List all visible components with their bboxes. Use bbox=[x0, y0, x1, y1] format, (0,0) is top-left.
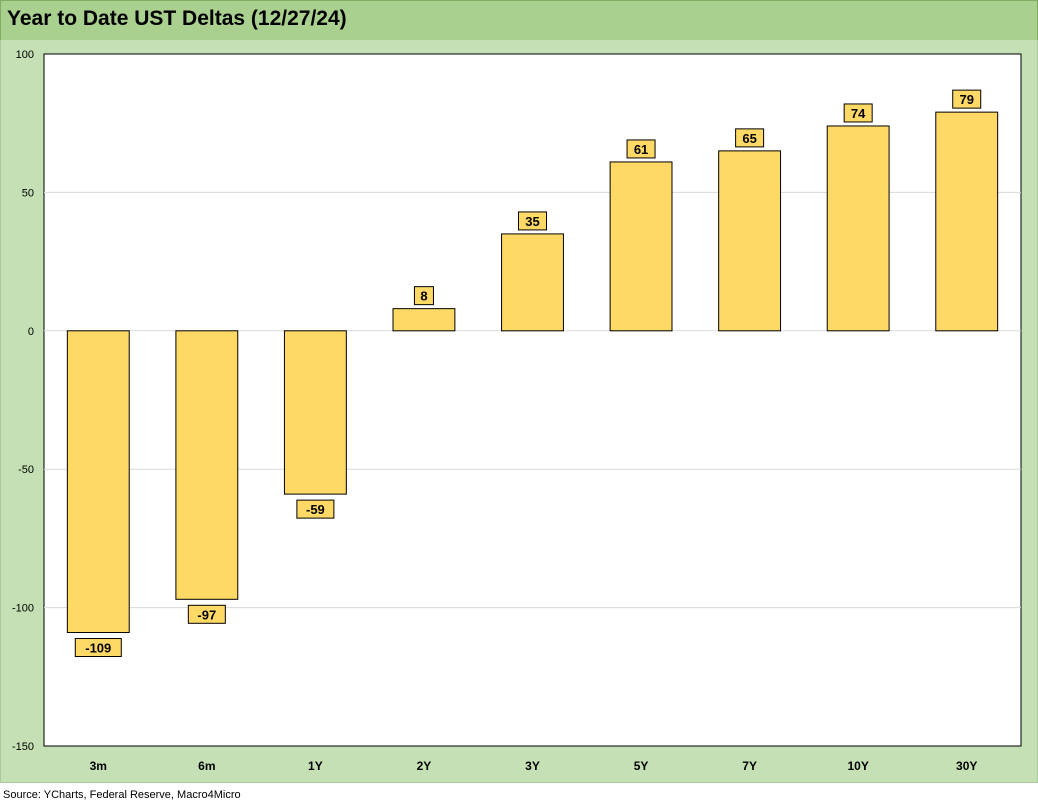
bar-10Y bbox=[826, 125, 890, 332]
data-label-box bbox=[296, 499, 335, 519]
data-label-3Y: 35 bbox=[518, 211, 547, 231]
data-label-6m: -97 bbox=[187, 604, 226, 624]
x-tick-label: 2Y bbox=[417, 759, 432, 773]
bar-6m bbox=[175, 330, 239, 600]
x-tick-label: 7Y bbox=[742, 759, 757, 773]
data-label-10Y: 74 bbox=[843, 103, 873, 123]
x-tick-label: 10Y bbox=[847, 759, 868, 773]
x-tick-label: 5Y bbox=[634, 759, 649, 773]
bar-3Y bbox=[501, 233, 564, 332]
data-label-text: 74 bbox=[851, 106, 866, 121]
y-tick-label: -50 bbox=[18, 464, 34, 476]
data-label-box bbox=[413, 286, 434, 306]
data-label-box bbox=[735, 128, 765, 148]
x-axis-ticks: 3m 6m 1Y 2Y 3Y 5Y 7Y 10Y 30Y bbox=[90, 759, 978, 773]
x-tick-label: 3m bbox=[90, 759, 107, 773]
data-label-1Y: -59 bbox=[296, 499, 335, 519]
data-label-box bbox=[952, 89, 982, 109]
data-label-text: 61 bbox=[634, 142, 648, 157]
data-label-text: -109 bbox=[85, 641, 111, 656]
data-label-2Y: 8 bbox=[413, 286, 434, 306]
bar-7Y bbox=[718, 150, 782, 332]
data-label-text: 8 bbox=[420, 289, 427, 304]
data-label-7Y: 65 bbox=[735, 128, 765, 148]
source-note: Source: YCharts, Federal Reserve, Macro4… bbox=[3, 789, 241, 801]
x-tick-label: 30Y bbox=[956, 759, 977, 773]
y-axis-ticks: 100 50 0 -50 -100 -150 bbox=[12, 49, 34, 753]
x-tick-label: 1Y bbox=[308, 759, 323, 773]
data-label-box bbox=[187, 604, 226, 624]
data-label-box bbox=[518, 211, 547, 231]
data-label-5Y: 61 bbox=[626, 139, 656, 159]
y-tick-label: 100 bbox=[16, 49, 34, 61]
data-labels: -109 -97 -59 8 35 61 65 74 79 bbox=[74, 89, 982, 658]
data-label-text: 35 bbox=[525, 214, 539, 229]
data-label-text: 65 bbox=[742, 131, 756, 146]
chart-title: Year to Date UST Deltas (12/27/24) bbox=[7, 7, 347, 30]
data-label-3m: -109 bbox=[74, 638, 122, 658]
data-label-text: -97 bbox=[197, 607, 216, 622]
bar-2Y bbox=[392, 308, 456, 332]
bars bbox=[66, 111, 999, 634]
bar-1Y bbox=[283, 330, 347, 495]
y-tick-label: -100 bbox=[12, 603, 34, 615]
data-label-text: -59 bbox=[306, 502, 325, 517]
y-tick-label: 50 bbox=[22, 187, 34, 199]
data-label-text: 79 bbox=[959, 92, 973, 107]
title-bar: Year to Date UST Deltas (12/27/24) bbox=[0, 0, 1038, 41]
bar-5Y bbox=[609, 161, 673, 332]
x-tick-label: 3Y bbox=[525, 759, 540, 773]
data-label-box bbox=[843, 103, 873, 123]
bar-30Y bbox=[935, 111, 999, 332]
x-tick-label: 6m bbox=[198, 759, 215, 773]
y-tick-label: 0 bbox=[28, 326, 34, 338]
data-label-box bbox=[626, 139, 656, 159]
data-label-30Y: 79 bbox=[952, 89, 982, 109]
bar-3m bbox=[66, 330, 130, 634]
data-label-box bbox=[74, 638, 122, 658]
y-tick-label: -150 bbox=[12, 741, 34, 753]
